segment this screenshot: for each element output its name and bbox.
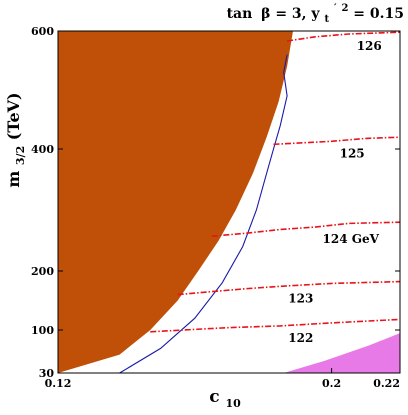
title-rest1: = 3, y: [275, 6, 320, 22]
title-rest2: = 0.15: [353, 6, 404, 22]
x-axis-title: c 10: [209, 387, 241, 410]
y-tick-label: 200: [31, 265, 54, 278]
x-axis-title-main: c: [209, 387, 219, 407]
contour-label-125: 125: [340, 146, 365, 160]
contour-line-122: [150, 318, 400, 333]
contour-line-124: [211, 221, 400, 237]
region-excluded: [58, 31, 293, 373]
title-prime: ′: [334, 3, 337, 14]
title-lead: tan: [227, 6, 253, 22]
chart-title: tan β = 3, y t ′ 2 = 0.15: [227, 0, 404, 26]
y-tick-label: 400: [31, 143, 54, 156]
title-beta: β: [261, 6, 270, 22]
y-tick-label: 30: [39, 367, 55, 380]
contour-label-126: 126: [357, 39, 382, 53]
y-axis-title-unit: (TeV): [4, 92, 23, 140]
x-tick-label: 0.22: [373, 377, 400, 390]
contour-label-124: 124 GeV: [323, 232, 380, 246]
ticks: 0.12 0.2 0.22 600 400 200 100 30: [31, 25, 401, 390]
plot-content: [58, 31, 400, 373]
x-axis-title-sub: 10: [225, 397, 241, 410]
region-corner: [283, 333, 400, 373]
contour-label-122: 122: [288, 331, 313, 345]
y-tick-label: 100: [31, 324, 54, 337]
contour-label-123: 123: [288, 291, 313, 305]
x-tick-label: 0.2: [322, 377, 341, 390]
x-tick-label: 0.12: [45, 377, 72, 390]
contour-line-126: [286, 31, 400, 42]
title-sub: t: [324, 14, 329, 25]
plot-frame: [57, 30, 401, 374]
contour-line-123: [177, 280, 400, 296]
contour-labels: 126 125 124 GeV 123 122: [288, 39, 381, 345]
y-axis-title: m 3/2 (TeV): [4, 92, 28, 187]
contour-line-125: [273, 136, 400, 146]
y-axis-title-sub: 3/2: [14, 146, 27, 165]
title-sup: 2: [341, 3, 348, 14]
boundary-line: [119, 54, 288, 373]
y-axis-title-main: m: [4, 171, 23, 188]
y-tick-label: 600: [31, 25, 54, 38]
